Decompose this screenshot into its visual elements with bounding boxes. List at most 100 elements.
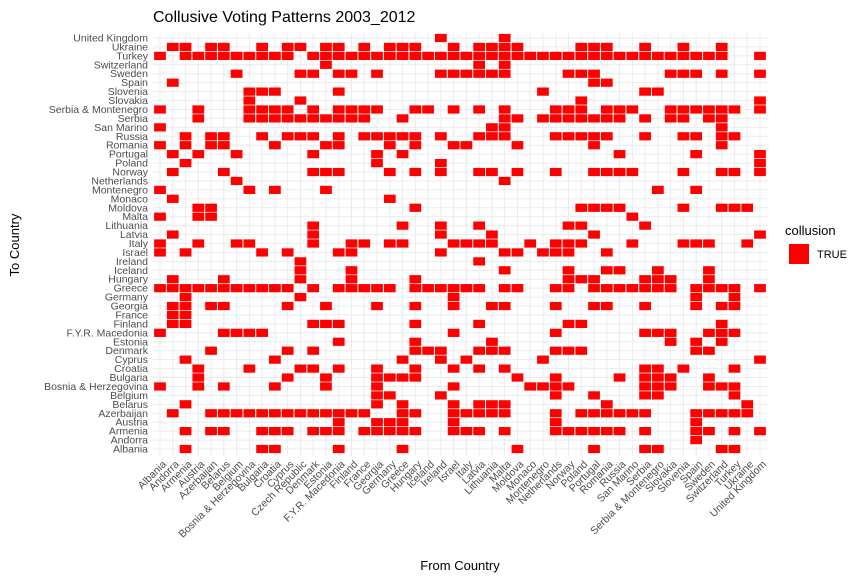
collusion-cell (677, 364, 690, 373)
collusion-cell (511, 248, 524, 257)
collusion-cell (179, 284, 192, 293)
collusion-cell (613, 427, 626, 436)
collusion-cell (498, 427, 511, 436)
collusion-cell (588, 427, 600, 436)
collusion-cell (549, 373, 562, 382)
collusion-cell (652, 391, 664, 400)
y-tick-label: Turkey (116, 50, 148, 62)
collusion-cell (396, 355, 409, 364)
collusion-cell (562, 427, 575, 436)
collusion-cell (562, 248, 575, 257)
collusion-cell (703, 346, 715, 355)
y-tick-label: Netherlands (91, 175, 148, 187)
collusion-cell (486, 301, 498, 311)
collusion-cell (179, 427, 192, 436)
collusion-cell (562, 284, 575, 293)
collusion-cell (588, 284, 600, 293)
collusion-cell (179, 132, 192, 141)
collusion-cell (715, 337, 728, 346)
collusion-cell (154, 382, 166, 391)
collusion-cell (256, 51, 268, 60)
collusion-cell (179, 319, 192, 329)
collusion-cell (269, 105, 281, 114)
collusion-cell (154, 51, 166, 60)
collusion-cell (230, 69, 243, 78)
collusion-cell (154, 239, 166, 248)
collusion-cell (256, 328, 268, 337)
collusion-cell (664, 105, 677, 114)
collusion-cell (166, 194, 179, 203)
collusion-cell (703, 373, 715, 382)
collusion-cell (549, 382, 562, 391)
collusion-cell (473, 400, 486, 409)
collusion-cell (498, 114, 511, 123)
collusion-cell (217, 301, 230, 311)
collusion-cell (575, 275, 588, 284)
collusion-cell (243, 87, 256, 96)
y-tick-label: Ireland (116, 256, 148, 268)
collusion-cell (332, 409, 345, 418)
collusion-cell (486, 239, 498, 248)
collusion-cell (281, 51, 294, 60)
collusion-cell (562, 346, 575, 355)
collusion-cell (486, 167, 498, 177)
collusion-cell (217, 409, 230, 418)
collusion-cell (549, 239, 562, 248)
y-tick-label: Sweden (110, 68, 148, 80)
collusion-cell (332, 284, 345, 293)
collusion-cell (498, 409, 511, 418)
collusion-cell (434, 167, 447, 177)
collusion-cell (473, 319, 486, 329)
collusion-cell (230, 239, 243, 248)
collusion-cell (575, 239, 588, 248)
collusion-cell (575, 427, 588, 436)
collusion-cell (307, 167, 320, 177)
collusion-cell (703, 382, 715, 391)
collusion-cell (192, 51, 205, 60)
collusion-cell (639, 391, 651, 400)
collusion-cell (192, 382, 205, 391)
collusion-cell (562, 69, 575, 78)
collusion-cell (434, 158, 447, 168)
collusion-cell (460, 355, 473, 364)
y-tick-label: Cyprus (115, 354, 148, 366)
collusion-cell (613, 167, 626, 177)
collusion-cell (715, 141, 728, 150)
collusion-cell (652, 87, 664, 96)
collusion-cell (396, 427, 409, 436)
collusion-cell (294, 292, 307, 302)
collusion-cell (332, 427, 345, 436)
collusion-cell (269, 114, 281, 123)
y-tick-label: Greece (114, 283, 149, 295)
collusion-cell (256, 42, 268, 52)
collusion-cell (715, 105, 728, 114)
collusion-cell (473, 239, 486, 248)
collusion-cell (639, 87, 651, 96)
collusion-cell (639, 301, 651, 311)
collusion-cell (409, 132, 422, 141)
collusion-cell (703, 51, 715, 60)
y-tick-label: Romania (106, 140, 148, 152)
y-tick-label: Lithuania (105, 220, 148, 232)
collusion-cell (294, 42, 307, 52)
collusion-cell (192, 284, 205, 293)
collusion-cell (230, 150, 243, 159)
collusion-cell (154, 123, 166, 132)
y-tick-label: Belgium (110, 390, 148, 402)
collusion-cell (754, 284, 766, 293)
collusion-cell (600, 167, 613, 177)
y-axis-tick-labels: AlbaniaAndorraArmeniaAustriaAzerbaijanBe… (44, 33, 149, 456)
collusion-cell (358, 132, 371, 141)
collusion-cell (473, 105, 486, 114)
collusion-cell (588, 132, 600, 141)
collusion-cell (371, 150, 383, 159)
collusion-cell (320, 319, 332, 329)
collusion-cell (307, 150, 320, 159)
collusion-cell (460, 284, 473, 293)
y-tick-label: Croatia (114, 363, 148, 375)
collusion-cell (332, 337, 345, 346)
collusion-cell (396, 444, 409, 454)
collusion-cell (715, 123, 728, 132)
collusion-cell (460, 427, 473, 436)
collusion-cell (652, 284, 664, 293)
